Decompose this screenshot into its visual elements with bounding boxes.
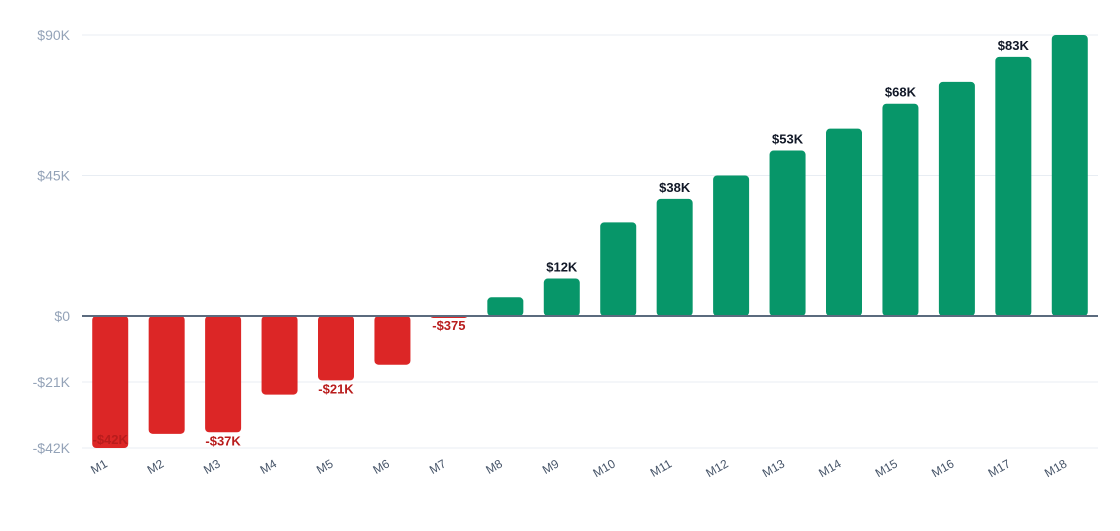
bar-m14[interactable] <box>826 128 862 316</box>
bar-m4[interactable] <box>261 316 298 395</box>
bar-m2[interactable] <box>148 316 185 434</box>
y-tick-label: $90K <box>37 27 70 43</box>
data-labels: -$42K -$37K -$21K -$375 $12K $38K $53K $68K $83K <box>93 38 1030 448</box>
bar-m8[interactable] <box>487 297 524 316</box>
data-label: -$42K <box>93 432 129 447</box>
x-tick-label: M18 <box>1042 456 1069 480</box>
bar-m3[interactable] <box>205 316 242 433</box>
data-label: -$21K <box>318 381 354 396</box>
x-tick-label: M6 <box>371 456 393 477</box>
x-tick-label: M7 <box>427 456 449 477</box>
data-label: $53K <box>772 132 804 147</box>
bars <box>92 35 1088 448</box>
y-tick-label: -$42K <box>33 440 71 456</box>
bar-m15[interactable] <box>882 103 919 316</box>
bar-m10[interactable] <box>600 222 637 316</box>
x-tick-label: M3 <box>201 456 223 477</box>
data-label: $83K <box>998 38 1030 53</box>
bar-m17[interactable] <box>995 56 1032 316</box>
y-tick-label: $45K <box>37 168 70 184</box>
data-label: -$375 <box>432 318 465 333</box>
grid-lines <box>82 34 1098 449</box>
x-tick-label: M17 <box>986 456 1013 480</box>
bar-m11[interactable] <box>656 198 693 316</box>
bar-m18[interactable] <box>1051 35 1088 316</box>
bar-m6[interactable] <box>374 316 411 365</box>
x-tick-label: M1 <box>88 456 110 477</box>
data-label: $38K <box>659 180 691 195</box>
y-tick-label: $0 <box>54 308 70 324</box>
x-tick-label: M13 <box>760 456 787 480</box>
bar-m16[interactable] <box>938 81 975 316</box>
x-tick-label: M11 <box>648 456 675 480</box>
bar-m13[interactable] <box>769 150 806 316</box>
y-axis-ticks: $90K $45K $0 -$21K -$42K <box>33 27 71 456</box>
x-tick-label: M10 <box>591 456 618 480</box>
x-tick-label: M16 <box>929 456 956 480</box>
data-label: -$37K <box>205 433 241 448</box>
x-tick-label: M14 <box>816 456 843 480</box>
data-label: $68K <box>885 85 917 100</box>
bar-m1[interactable] <box>92 316 129 448</box>
x-tick-label: M4 <box>258 456 280 477</box>
y-tick-label: -$21K <box>33 374 71 390</box>
bar-m5[interactable] <box>318 316 354 381</box>
bar-m12[interactable] <box>713 175 750 317</box>
x-tick-label: M12 <box>703 456 730 480</box>
x-tick-label: M5 <box>314 456 336 477</box>
x-tick-label: M15 <box>873 456 900 480</box>
data-label: $12K <box>546 260 578 275</box>
bar-m9[interactable] <box>543 278 580 316</box>
x-axis-ticks: M1 M2 M3 M4 M5 M6 M7 M8 M9 M10 M11 M12 M13 M14 M15 M16 M… <box>88 456 1069 480</box>
x-tick-label: M8 <box>483 456 505 477</box>
x-tick-label: M9 <box>540 456 562 477</box>
x-tick-label: M2 <box>145 456 167 477</box>
